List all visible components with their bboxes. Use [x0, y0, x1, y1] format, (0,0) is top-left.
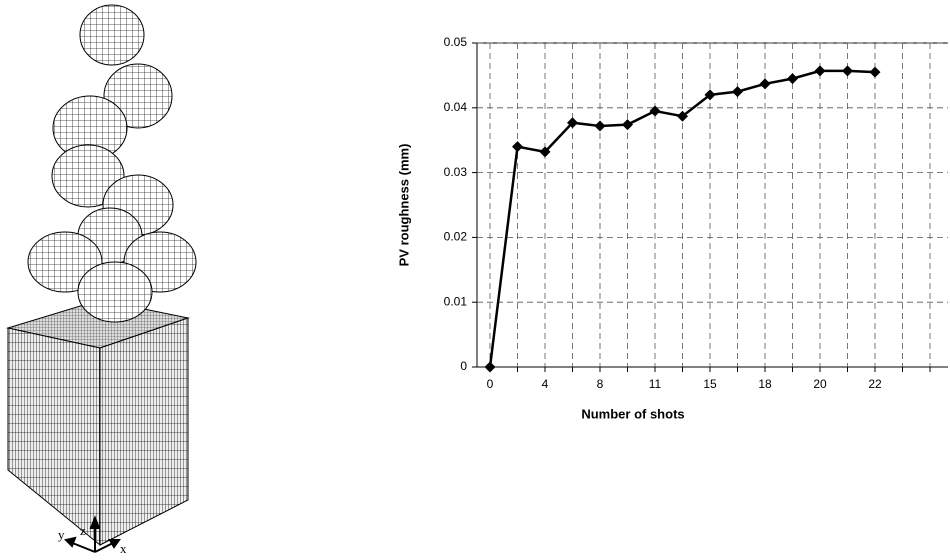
x-tick-label: 8 [597, 377, 604, 391]
marker [512, 141, 523, 153]
axis-label: y [58, 527, 65, 542]
shot [79, 4, 145, 66]
marker [622, 119, 633, 131]
marker [869, 66, 881, 78]
shot [77, 261, 153, 323]
shot [51, 144, 125, 208]
y-tick-label: 0.01 [444, 294, 468, 308]
x-axis-title: Number of shots [581, 406, 684, 421]
y-tick-label: 0.02 [444, 230, 468, 244]
y-tick-label: 0.04 [444, 100, 468, 114]
axis-label: z [80, 523, 86, 538]
marker [759, 78, 771, 90]
x-tick-label: 20 [813, 377, 827, 391]
y-tick-label: 0 [460, 359, 467, 373]
y-arrow [69, 541, 96, 553]
arrowhead [64, 536, 77, 548]
y-tick-label: 0.05 [444, 35, 468, 49]
y-axis-title: PV roughness (mm) [396, 144, 411, 267]
marker [814, 65, 826, 77]
axis-triad [64, 515, 121, 553]
shots [27, 4, 197, 323]
marker [704, 89, 716, 101]
cube-right [99, 317, 189, 546]
x-tick-label: 0 [487, 377, 494, 391]
fe-model [6, 4, 197, 553]
x-tick-label: 22 [868, 377, 882, 391]
chart: 0 0.01 0.02 0.03 0.04 0.05 0 4 8 11 15 18 20 22 [444, 35, 948, 391]
x-tick-label: 11 [649, 377, 662, 391]
marker [677, 110, 688, 122]
x-tick-label: 15 [703, 377, 717, 391]
marker [842, 65, 853, 77]
marker [594, 120, 606, 132]
marker [787, 73, 798, 85]
marker [649, 105, 661, 117]
marker [484, 361, 496, 373]
marker [732, 86, 743, 98]
x-tick-label: 18 [758, 377, 772, 391]
marker [567, 117, 578, 129]
x-tick-label: 4 [542, 377, 549, 391]
axis-label: x [120, 541, 127, 556]
y-tick-label: 0.03 [444, 165, 468, 179]
cube-left [7, 327, 101, 547]
arrowhead [89, 515, 101, 529]
arrowhead [108, 539, 121, 549]
marker [539, 146, 551, 158]
